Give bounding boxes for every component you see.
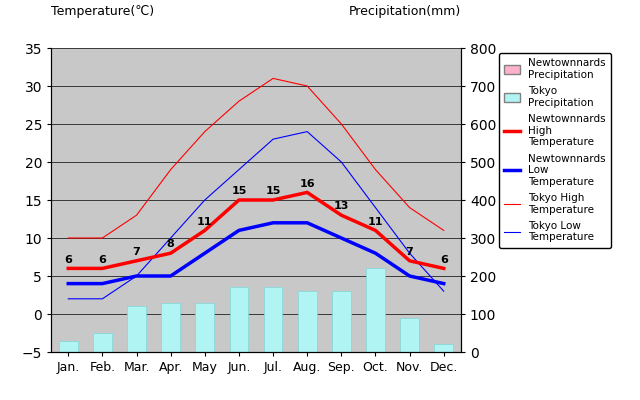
Bar <box>93 333 112 352</box>
Text: 11: 11 <box>368 217 383 226</box>
Legend: Newtownnards
Precipitation, Tokyo
Precipitation, Newtownnards
High
Temperature, : Newtownnards Precipitation, Tokyo Precip… <box>499 53 611 248</box>
Bar <box>366 268 385 352</box>
Text: 15: 15 <box>266 186 281 196</box>
Bar <box>298 291 317 352</box>
Bar <box>195 302 214 352</box>
Text: 6: 6 <box>65 254 72 265</box>
Bar <box>400 318 419 352</box>
Bar <box>332 291 351 352</box>
Text: 13: 13 <box>333 201 349 211</box>
Text: 8: 8 <box>167 239 175 250</box>
Text: 7: 7 <box>132 247 140 257</box>
Bar <box>264 287 282 352</box>
Bar <box>161 302 180 352</box>
Text: 7: 7 <box>406 247 413 257</box>
Bar <box>127 306 146 352</box>
Text: Temperature(℃): Temperature(℃) <box>51 4 154 18</box>
Text: 15: 15 <box>231 186 246 196</box>
Bar <box>230 287 248 352</box>
Bar <box>59 341 77 352</box>
Text: 6: 6 <box>99 254 106 265</box>
Text: 11: 11 <box>197 217 212 226</box>
Text: 6: 6 <box>440 254 447 265</box>
Bar <box>435 344 453 352</box>
Text: 16: 16 <box>300 178 315 189</box>
Text: Precipitation(mm): Precipitation(mm) <box>349 4 461 18</box>
